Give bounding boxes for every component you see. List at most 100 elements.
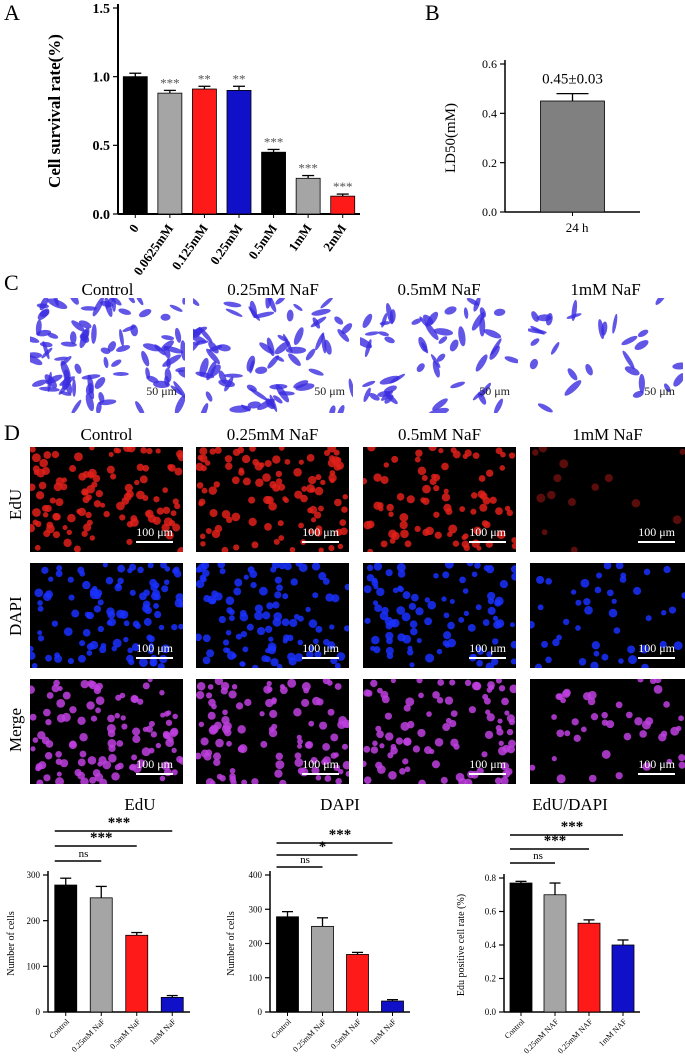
ld50-chart: 0.0 0.2 0.4 0.6 LD50(mM) 0.45±0.03 24 h — [443, 57, 640, 235]
scale-bar-label: 100 μm — [469, 525, 506, 543]
scale-bar-label: 50 μm — [314, 384, 345, 398]
fluorescence-image: 100 μm — [30, 447, 183, 552]
significance-label: *** — [544, 833, 567, 849]
category-label: Control — [503, 1017, 527, 1041]
scale-bar-label: 100 μm — [136, 757, 173, 775]
crystal-violet-image: 50 μm — [193, 298, 353, 413]
crystal-violet-column-title: 0.5mM NaF — [397, 280, 481, 299]
fluorescence-row-label: Merge — [6, 707, 25, 752]
fluorescence-image: 100 μm — [530, 563, 685, 668]
panel-label-a: A — [4, 0, 20, 25]
significance-label: 0.45±0.03 — [542, 72, 603, 88]
y-tick-label: 300 — [249, 904, 263, 914]
dapi-chart-title: DAPI — [320, 795, 360, 814]
category-label: Control — [269, 1017, 293, 1041]
y-axis-label: Cell survival rate(%) — [45, 34, 64, 188]
scale-bar-label: 100 μm — [302, 525, 339, 543]
scale-bar-label: 50 μm — [479, 384, 510, 398]
fluorescence-image: 100 μm — [196, 563, 349, 668]
significance-label: * — [319, 839, 327, 855]
bar — [157, 92, 183, 215]
category-label: 0.25mM NAF — [522, 1017, 561, 1056]
scale-bar-label: 100 μm — [638, 525, 675, 543]
y-tick-label: 0.8 — [485, 873, 497, 883]
category-label: 2mM — [320, 221, 349, 254]
category-label: 0.25mM NaF — [70, 1017, 107, 1054]
scale-bar-label: 100 μm — [136, 525, 173, 543]
significance-label: ** — [198, 71, 211, 86]
crystal-violet-column-title: 1mM NaF — [570, 280, 641, 299]
fluorescence-column-title: 0.25mM NaF — [226, 425, 319, 444]
significance-label: *** — [298, 161, 318, 176]
y-axis-label: Edu positive cell rate (%) — [456, 894, 467, 996]
category-label: 0.25mM NAF — [556, 1017, 595, 1056]
significance-label: *** — [90, 830, 113, 846]
fluorescence-image: 100 μm — [363, 679, 516, 784]
y-tick-label: 0.2 — [482, 156, 497, 170]
category-label: Control — [48, 1017, 72, 1041]
y-tick-label: 1.5 — [93, 2, 111, 17]
edu-chart-title: EdU — [124, 795, 156, 814]
y-axis-label: Number of cells — [226, 911, 237, 976]
y-tick-label: 0.2 — [485, 974, 496, 984]
significance-label: *** — [561, 819, 584, 835]
bar — [192, 88, 217, 215]
panel-label-b: B — [425, 0, 440, 25]
bar — [311, 925, 334, 1013]
category-label: 0.25mM NaF — [291, 1017, 328, 1054]
y-axis-label: Number of cells — [6, 911, 17, 976]
y-tick-label: 0.0 — [482, 205, 497, 219]
bar — [381, 1000, 404, 1013]
crystal-violet-column-title: Control — [81, 280, 134, 299]
significance-label: ns — [79, 848, 89, 860]
significance-label: ** — [233, 71, 246, 86]
bar — [54, 884, 78, 1013]
y-tick-label: 0 — [36, 1007, 41, 1017]
edu-ratio-chart: 0.0 0.2 0.4 0.6 0.8 Edu positive cell rate (%… — [456, 819, 640, 1056]
fluorescence-column-title: Control — [80, 425, 133, 444]
y-tick-label: 0.0 — [485, 1007, 497, 1017]
y-tick-label: 200 — [249, 939, 263, 949]
bar — [261, 151, 286, 215]
significance-label: ns — [300, 854, 310, 866]
significance-label: ns — [533, 850, 543, 862]
category-label: 0.5mM NaF — [108, 1017, 142, 1051]
crystal-violet-image: 50 μm — [528, 298, 683, 413]
significance-label: *** — [264, 134, 284, 149]
y-tick-label: 400 — [249, 870, 263, 880]
category-label: 0 — [126, 221, 142, 235]
panel-label-c: C — [4, 270, 19, 295]
y-tick-label: 0.6 — [482, 57, 497, 71]
y-tick-label: 300 — [27, 870, 41, 880]
fluorescence-image: 100 μm — [30, 679, 183, 784]
category-label: 1mM NaF — [148, 1017, 178, 1047]
fluorescence-image: 100 μm — [363, 447, 516, 552]
y-tick-label: 0.4 — [482, 107, 497, 121]
crystal-violet-image: 50 μm — [30, 298, 185, 413]
bar — [125, 934, 149, 1013]
category-label: 24 h — [566, 220, 589, 235]
significance-label: *** — [160, 75, 180, 90]
y-tick-label: 100 — [249, 973, 263, 983]
fluorescence-image: 100 μm — [530, 679, 685, 784]
bar — [330, 195, 356, 215]
bar — [577, 922, 601, 1013]
bar — [509, 882, 533, 1013]
y-tick-label: 0.0 — [93, 208, 111, 223]
fluorescence-image: 100 μm — [196, 679, 349, 784]
fluorescence-column-title: 0.5mM NaF — [397, 425, 482, 444]
bar — [611, 944, 635, 1013]
scale-bar-label: 100 μm — [469, 641, 506, 659]
dapi-count-chart: 0 100 200 300 400 Number of cells Control0.25m… — [226, 827, 410, 1054]
bar — [543, 894, 567, 1013]
y-tick-label: 0 — [258, 1007, 263, 1017]
panel-label-d: D — [4, 420, 20, 445]
fluorescence-image: 100 μm — [30, 563, 183, 668]
scale-bar-label: 100 μm — [302, 757, 339, 775]
category-label: 0.25mM — [207, 221, 246, 267]
y-axis-label: LD50(mM) — [443, 103, 459, 173]
scale-bar-label: 100 μm — [469, 757, 506, 775]
bar — [276, 916, 299, 1013]
category-label: 0.5mM — [245, 221, 280, 262]
category-label: 1mM NaF — [368, 1017, 398, 1047]
